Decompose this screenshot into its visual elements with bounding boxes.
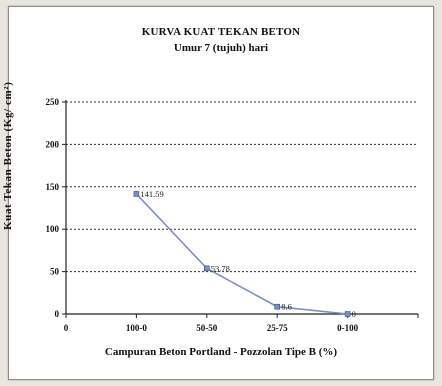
- x-tick-label: 50-50: [196, 323, 217, 333]
- x-tick-label: 0-100: [337, 323, 358, 333]
- y-tick-label: 250: [46, 97, 60, 107]
- x-axis-label: Campuran Beton Portland - Pozzolan Tipe …: [104, 346, 338, 358]
- data-label: 141.59: [140, 189, 163, 199]
- series-line: [135, 193, 348, 315]
- data-point: [133, 191, 140, 197]
- x-tick-label: 25-75: [267, 323, 288, 333]
- y-tick-label: 200: [46, 139, 60, 149]
- x-tick-label: 0: [64, 323, 69, 333]
- chart-title: KURVA KUAT TEKAN BETON: [141, 26, 301, 38]
- chart-subtitle: Umur 7 (tujuh) hari: [173, 42, 269, 54]
- y-tick-label: 50: [50, 267, 60, 277]
- data-label: 0: [352, 309, 356, 319]
- y-tick-label: 0: [55, 309, 60, 319]
- data-label: 8.6: [281, 302, 292, 312]
- data-label: 53.78: [211, 263, 230, 273]
- x-tick-label: 100-0: [126, 323, 147, 333]
- chart-frame: [8, 6, 434, 380]
- y-tick-label: 150: [46, 182, 60, 192]
- y-tick-label: 100: [46, 224, 60, 234]
- data-point: [274, 303, 281, 310]
- data-point: [204, 265, 210, 272]
- data-point: [344, 311, 351, 317]
